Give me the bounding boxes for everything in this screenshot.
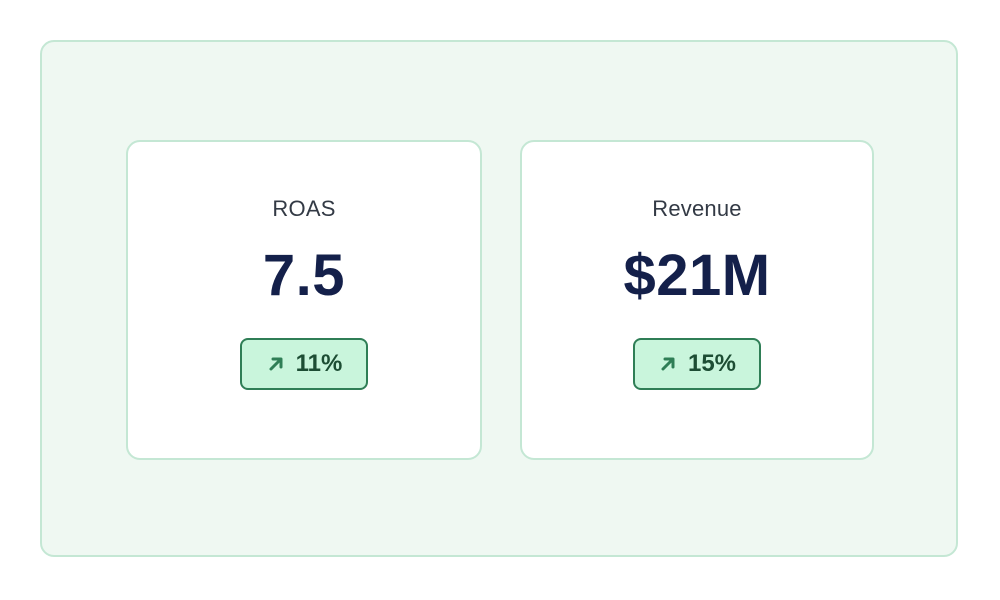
arrow-up-right-icon [266, 354, 286, 374]
arrow-up-right-icon [658, 354, 678, 374]
metric-card-roas: ROAS 7.5 11% [126, 140, 482, 460]
change-percent: 15% [687, 350, 737, 377]
metric-card-revenue: Revenue $21M 15% [520, 140, 874, 460]
change-badge: 11% [240, 338, 368, 390]
change-percent: 11% [295, 350, 343, 377]
metric-value: $21M [623, 243, 771, 308]
metric-value: 7.5 [262, 243, 346, 308]
metric-label: Revenue [652, 196, 742, 221]
change-badge: 15% [633, 338, 761, 390]
metric-label: ROAS [272, 196, 336, 221]
